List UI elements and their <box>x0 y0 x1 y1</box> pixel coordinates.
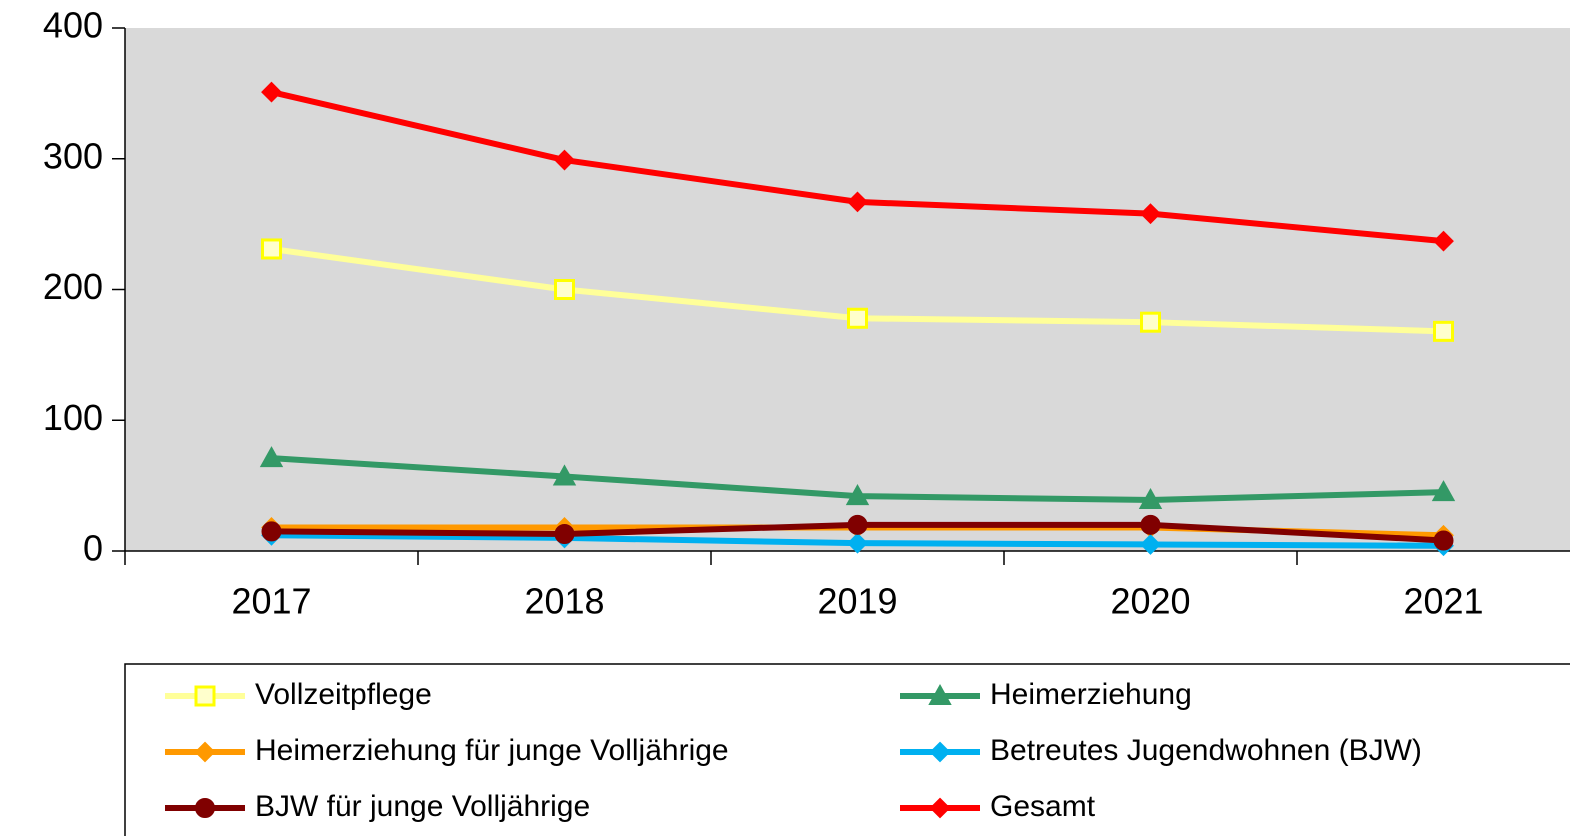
data-point <box>1433 530 1454 551</box>
y-tick-label: 0 <box>83 528 103 569</box>
data-point <box>1433 320 1454 342</box>
data-point <box>1140 514 1161 535</box>
series <box>261 514 1454 551</box>
x-tick-label: 2018 <box>524 581 604 622</box>
data-point <box>554 149 575 171</box>
legend-label: BJW für junge Volljährige <box>255 790 590 823</box>
data-point <box>261 81 282 103</box>
data-point <box>847 307 868 329</box>
data-point <box>847 514 868 535</box>
legend-marker <box>929 797 951 819</box>
y-tick-label: 400 <box>43 5 103 46</box>
legend-label: Heimerziehung <box>990 678 1192 711</box>
data-point <box>847 532 868 554</box>
data-point <box>845 484 870 506</box>
data-point <box>1431 480 1456 502</box>
data-point <box>261 521 282 542</box>
legend-label: Vollzeitpflege <box>255 678 432 711</box>
legend-box <box>124 663 1570 836</box>
data-point <box>1433 230 1454 252</box>
legend-marker <box>929 741 951 763</box>
data-point <box>261 238 282 260</box>
y-tick-label: 200 <box>43 266 103 307</box>
legend-marker <box>928 683 952 705</box>
legend-marker <box>194 741 216 763</box>
series <box>259 446 1456 510</box>
data-point <box>1140 311 1161 333</box>
data-point <box>259 446 284 468</box>
data-point <box>1138 487 1163 510</box>
data-point <box>1140 203 1161 225</box>
data-point <box>552 464 577 486</box>
data-point <box>554 279 575 300</box>
legend-marker <box>194 685 216 707</box>
x-tick-label: 2020 <box>1110 581 1190 622</box>
data-point <box>1140 534 1161 555</box>
y-tick-label: 300 <box>43 135 103 176</box>
legend-label: Betreutes Jugendwohnen (BJW) <box>990 734 1422 767</box>
legend-label: Heimerziehung für junge Volljährige <box>255 734 729 767</box>
data-point <box>554 524 575 545</box>
y-tick-label: 100 <box>43 397 103 438</box>
data-point <box>847 191 868 213</box>
x-tick-label: 2021 <box>1403 581 1483 622</box>
series <box>261 238 1454 342</box>
legend-label: Gesamt <box>990 790 1096 823</box>
x-tick-label: 2017 <box>231 581 311 622</box>
x-tick-label: 2019 <box>817 581 897 622</box>
series <box>261 81 1454 252</box>
legend-marker <box>195 798 215 818</box>
